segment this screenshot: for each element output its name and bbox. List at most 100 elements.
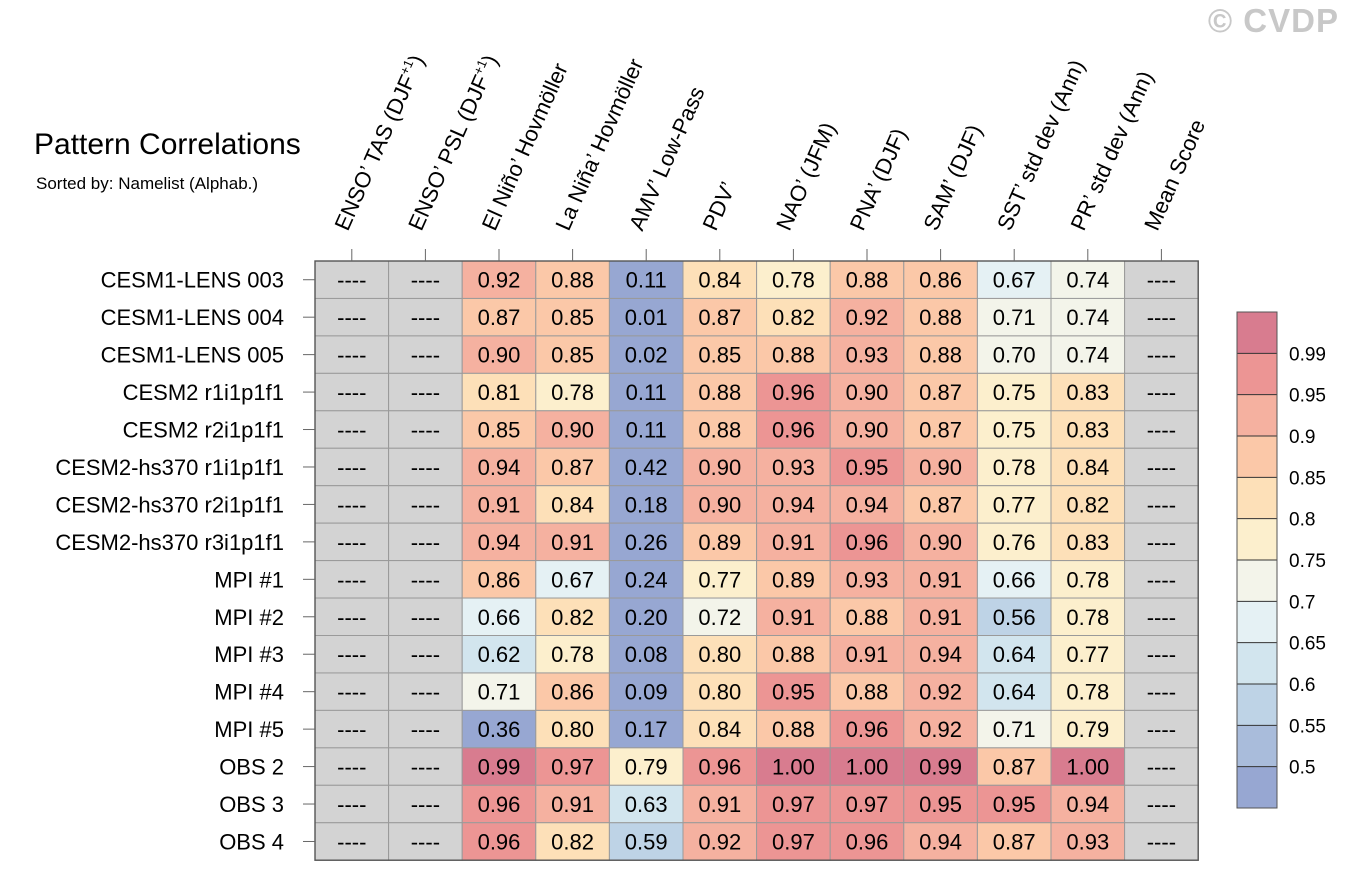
cell-value: 0.88: [772, 642, 815, 667]
heatmap-cell: [1050, 297, 1126, 337]
heatmap-cell: [976, 410, 1052, 449]
cell-value: ----: [411, 343, 440, 368]
colorbar-label: 0.85: [1289, 468, 1326, 489]
heatmap-cell: [1050, 747, 1126, 786]
heatmap-cell: [829, 822, 905, 861]
heatmap-cell: [682, 747, 758, 786]
heatmap-cell: [1050, 784, 1126, 824]
cell-value: 0.18: [625, 492, 668, 517]
cell-value: 0.84: [698, 717, 741, 742]
heatmap-cell: [756, 747, 831, 786]
cell-value: 0.95: [993, 792, 1036, 817]
heatmap-cell: [756, 297, 831, 337]
heatmap-cell: [461, 372, 537, 412]
heatmap-cell: [829, 522, 905, 562]
cell-value: 0.83: [1066, 418, 1109, 443]
cell-value: ----: [411, 642, 440, 667]
heatmap-cell: [1050, 522, 1126, 562]
cell-value: 0.71: [993, 717, 1036, 742]
heatmap-cell: [829, 784, 905, 824]
column-label: PNA’ (DJF): [845, 125, 912, 235]
heatmap-cell: [1124, 260, 1199, 299]
cell-value: 0.99: [919, 755, 962, 780]
colorbar-segment: [1237, 518, 1277, 560]
cell-value: ----: [411, 455, 440, 480]
cell-value: 0.90: [846, 418, 889, 443]
colorbar-segment: [1237, 725, 1277, 767]
colorbar-segment: [1237, 312, 1277, 354]
cell-value: 0.77: [1066, 642, 1109, 667]
cell-value: 0.96: [846, 530, 889, 555]
cell-value: 0.78: [1066, 680, 1109, 705]
heatmap-cell: [682, 522, 758, 562]
cell-value: 0.91: [772, 530, 815, 555]
heatmap-cell: [903, 335, 978, 374]
cell-value: 0.77: [698, 567, 741, 592]
cell-value: 0.92: [919, 680, 962, 705]
cell-value: 0.24: [625, 567, 668, 592]
colorbar-segment: [1237, 394, 1277, 436]
heatmap-cell: [976, 335, 1052, 374]
cell-value: 0.11: [626, 380, 667, 405]
cell-value: 0.66: [478, 605, 521, 630]
heatmap-cell: [976, 522, 1052, 562]
cell-value: ----: [337, 717, 366, 742]
cell-value: 0.88: [846, 605, 889, 630]
heatmap-cell: [461, 635, 537, 674]
colorbar-label: 0.55: [1289, 716, 1326, 737]
heatmap-cell: [976, 635, 1052, 674]
heatmap-cell: [461, 709, 537, 749]
cell-value: 0.91: [919, 605, 962, 630]
heatmap-cell: [976, 485, 1052, 524]
heatmap-cell: [608, 672, 684, 711]
cell-value: 0.74: [1066, 305, 1109, 330]
heatmap-cell: [608, 297, 684, 337]
heatmap-cell: [461, 747, 537, 786]
heatmap-cell: [829, 260, 905, 299]
heatmap-cell: [903, 635, 978, 674]
cell-value: 0.88: [698, 380, 741, 405]
cell-value: ----: [411, 305, 440, 330]
heatmap-cell: [314, 560, 390, 599]
heatmap-cell: [314, 709, 390, 749]
cell-value: ----: [411, 567, 440, 592]
cell-value: 0.91: [772, 605, 815, 630]
heatmap-cell: [903, 822, 978, 861]
heatmap-cell: [756, 447, 831, 487]
cell-value: 0.63: [625, 792, 668, 817]
heatmap-cell: [608, 410, 684, 449]
heatmap-cell: [388, 260, 463, 299]
cell-value: ----: [1147, 268, 1176, 293]
cell-value: 0.91: [846, 642, 889, 667]
cell-value: ----: [1147, 567, 1176, 592]
cell-value: 0.94: [772, 492, 815, 517]
cell-value: 0.78: [1066, 605, 1109, 630]
cell-value: 0.96: [846, 829, 889, 854]
heatmap-cell: [682, 672, 758, 711]
heatmap-cell: [461, 560, 537, 599]
cell-value: 0.87: [993, 829, 1036, 854]
cell-value: 0.91: [551, 792, 594, 817]
heatmap-cell: [1050, 485, 1126, 524]
cell-value: 0.70: [993, 343, 1036, 368]
heatmap-cell: [829, 597, 905, 636]
cell-value: 0.95: [772, 680, 815, 705]
cell-value: ----: [411, 492, 440, 517]
cell-value: 0.85: [551, 343, 594, 368]
cell-value: 0.91: [551, 530, 594, 555]
cell-value: 0.96: [772, 380, 815, 405]
cell-value: 0.97: [551, 755, 594, 780]
colorbar-segment: [1237, 684, 1277, 726]
cell-value: ----: [1147, 418, 1176, 443]
cell-value: 0.82: [551, 829, 594, 854]
heatmap-cell: [682, 597, 758, 636]
cell-value: ----: [411, 717, 440, 742]
chart-subtitle: Sorted by: Namelist (Alphab.): [36, 174, 259, 193]
row-label: OBS 4: [219, 829, 284, 854]
heatmap-cell: [608, 784, 684, 824]
heatmap-cell: [1124, 635, 1199, 674]
cell-value: ----: [337, 492, 366, 517]
cell-value: ----: [1147, 642, 1176, 667]
cell-value: 0.67: [551, 567, 594, 592]
cell-value: 0.71: [993, 305, 1036, 330]
